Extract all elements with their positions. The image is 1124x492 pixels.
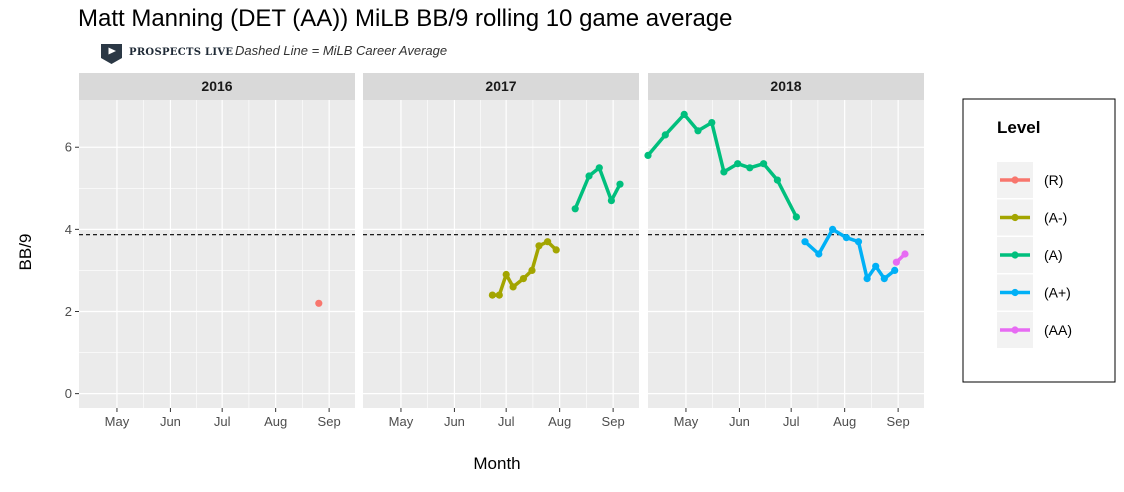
legend-label: (AA) [1044, 322, 1072, 338]
legend-item: (A) [997, 237, 1063, 273]
facet-strip [648, 73, 924, 100]
legend-key-point [1011, 288, 1019, 297]
panel-background [648, 100, 924, 408]
x-axis-title: Month [473, 454, 520, 473]
legend-key-point [1011, 326, 1019, 334]
data-point [708, 119, 716, 127]
x-tick-label: Aug [548, 414, 571, 429]
chart-subtitle: Dashed Line = MiLB Career Average [235, 43, 447, 58]
data-point [616, 180, 624, 188]
data-point [535, 242, 543, 250]
legend-item: (A+) [997, 274, 1071, 311]
legend-key-point [1011, 213, 1019, 222]
legend-item: (AA) [997, 312, 1072, 348]
data-point [746, 164, 754, 172]
y-axis-title: BB/9 [16, 234, 35, 271]
data-point [585, 172, 593, 180]
legend-label: (A) [1044, 247, 1063, 263]
facet-panel-2018: 2018 May Jun Jul Aug Sep [644, 73, 924, 429]
data-point [607, 197, 616, 205]
x-tick-label: Jun [444, 414, 465, 429]
x-tick-label: May [389, 414, 414, 429]
x-tick-label: Jun [160, 414, 181, 429]
data-point [815, 250, 823, 258]
data-point [680, 110, 688, 118]
logo-shield-icon [101, 44, 122, 64]
x-tick-label: Jun [729, 414, 750, 429]
legend-label: (R) [1044, 172, 1063, 188]
data-point [734, 160, 742, 168]
data-point [544, 238, 552, 246]
facet-strip-label: 2016 [201, 78, 232, 94]
legend-key-point [1011, 251, 1019, 259]
prospects-live-logo: PROSPECTS LIVE [101, 44, 233, 64]
legend-label: (A-) [1044, 210, 1067, 226]
logo-text: PROSPECTS LIVE [129, 47, 233, 58]
legend-item: (A-) [997, 199, 1067, 236]
data-point [773, 176, 782, 184]
data-point [760, 160, 768, 168]
legend-item: (R) [997, 162, 1063, 198]
facet-strip [363, 73, 639, 100]
legend: Level (R) (A-) (A) (A+) (AA) [962, 98, 1116, 383]
data-point [315, 299, 323, 307]
y-tick-label: 2 [65, 304, 72, 319]
data-point [842, 234, 851, 242]
data-point [829, 225, 837, 233]
data-point [720, 168, 728, 176]
x-tick-label: Sep [602, 414, 625, 429]
y-tick-label: 0 [65, 386, 72, 401]
data-point [891, 266, 899, 274]
data-point [502, 270, 510, 279]
legend-key-point [1011, 176, 1019, 184]
data-point [872, 262, 880, 270]
chart-title: Matt Manning (DET (AA)) MiLB BB/9 rollin… [78, 5, 733, 32]
x-tick-label: Jul [498, 414, 515, 429]
data-point [528, 266, 536, 274]
data-point [694, 127, 702, 135]
data-point [792, 213, 801, 221]
facet-strip-label: 2017 [485, 78, 516, 94]
data-point [892, 258, 901, 266]
legend-box [962, 98, 1116, 383]
panel-background [363, 100, 639, 408]
data-point [519, 275, 528, 283]
legend-title: Level [997, 118, 1040, 137]
data-point [801, 238, 809, 246]
x-tick-label: Sep [887, 414, 910, 429]
data-point [880, 275, 888, 283]
data-point [644, 151, 652, 159]
x-tick-label: Jul [214, 414, 231, 429]
data-point [552, 246, 560, 254]
data-point [595, 164, 603, 172]
data-point [661, 131, 669, 139]
x-tick-label: Aug [264, 414, 287, 429]
facet-strip-label: 2018 [770, 78, 801, 94]
data-point [863, 275, 871, 283]
x-tick-label: Jul [783, 414, 800, 429]
facet-strip [79, 73, 355, 100]
y-tick-label: 6 [65, 140, 72, 155]
x-tick-label: Aug [833, 414, 856, 429]
data-point [854, 238, 863, 246]
data-point [495, 291, 503, 299]
logo-play-icon [108, 47, 116, 55]
facet-panel-2017: 2017 May Jun Jul Aug Sep [363, 73, 639, 429]
data-point [488, 291, 496, 299]
panel-background [79, 100, 355, 408]
y-tick-label: 4 [65, 222, 72, 237]
x-tick-label: Sep [318, 414, 341, 429]
x-tick-label: May [105, 414, 130, 429]
facet-panel-2016: 2016 May Jun Jul Aug Sep [79, 73, 355, 429]
legend-label: (A+) [1044, 285, 1071, 301]
data-point [901, 250, 909, 258]
data-point [509, 283, 517, 291]
data-point [571, 205, 579, 213]
x-tick-label: May [674, 414, 699, 429]
